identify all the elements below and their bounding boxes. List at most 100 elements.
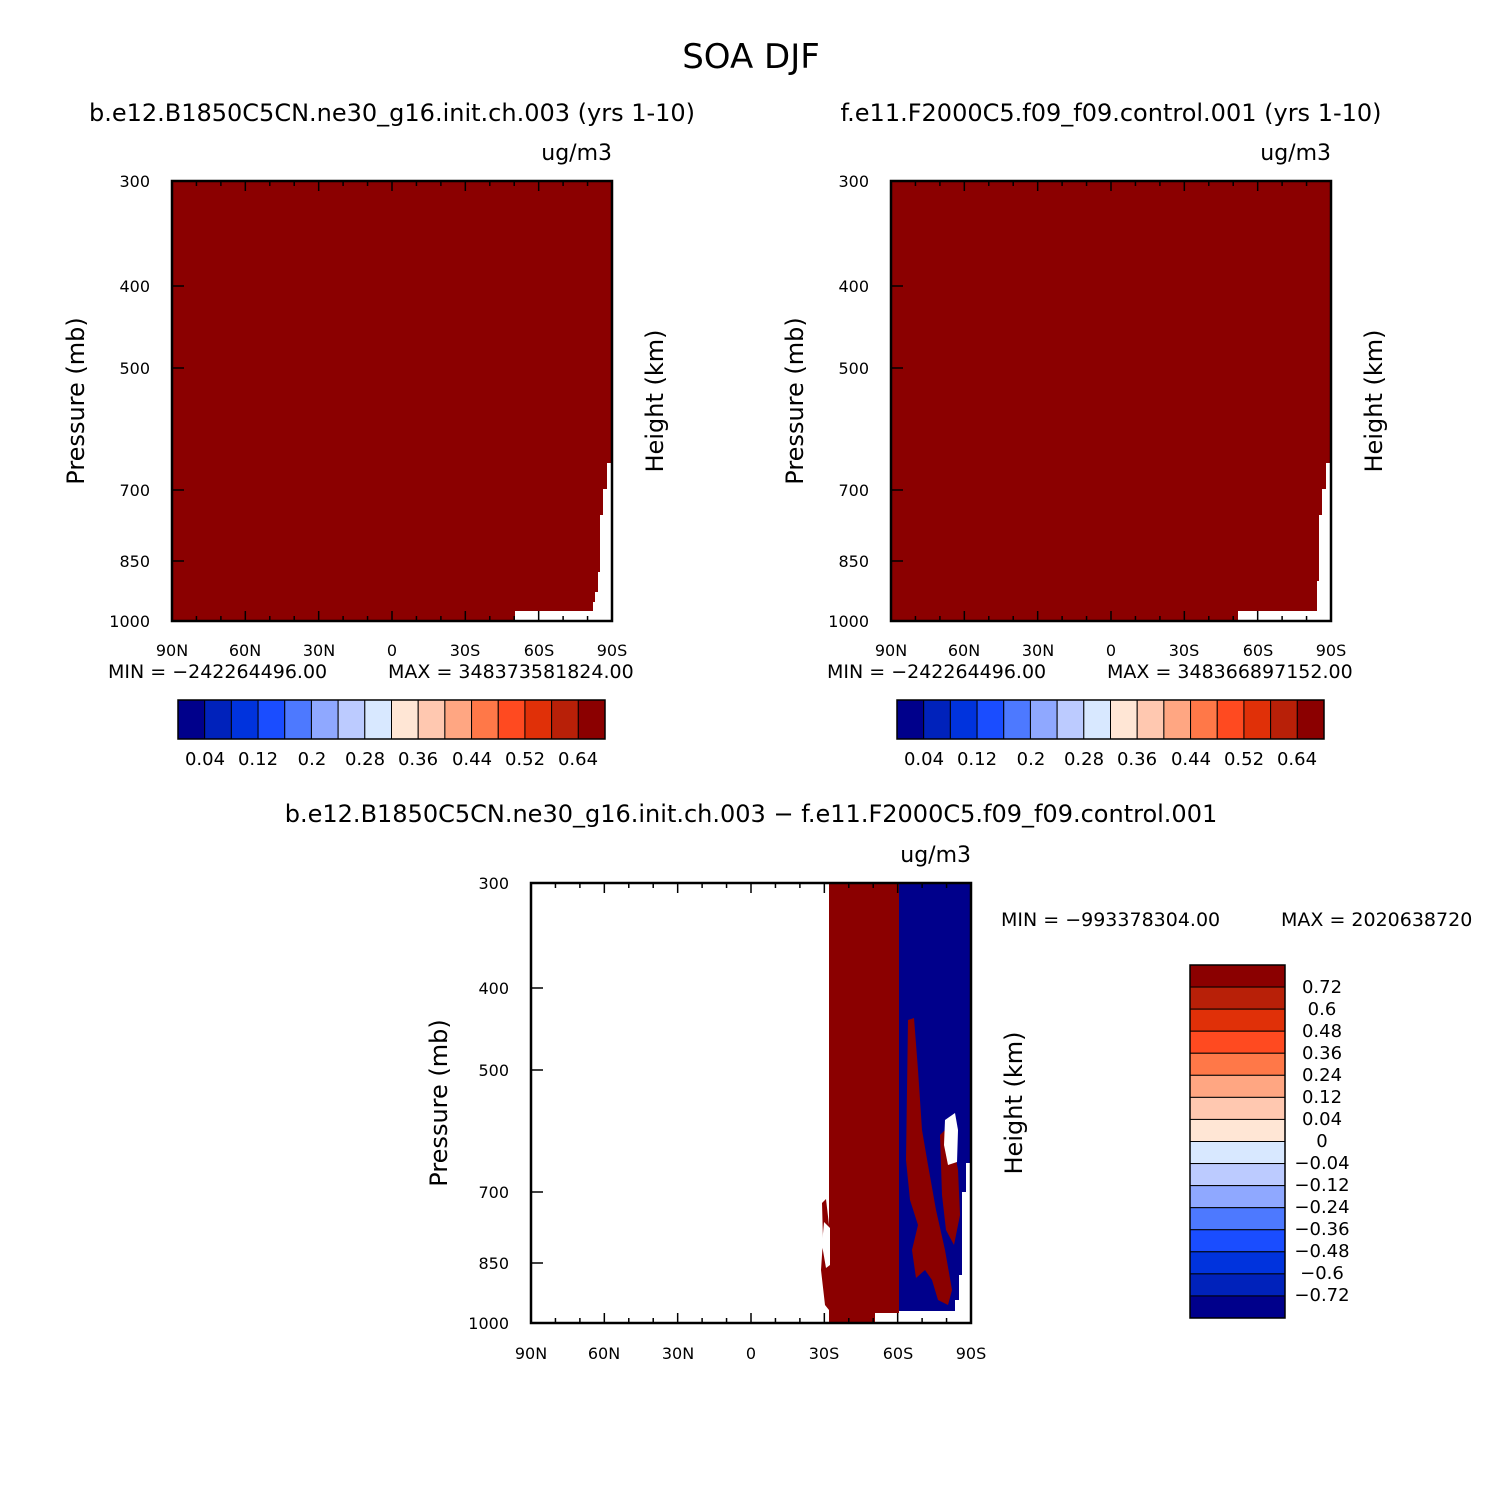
- x-tick-label: 60S: [883, 1344, 914, 1363]
- colorbar-swatch: [417, 699, 446, 740]
- panel-1-field: [172, 181, 612, 621]
- colorbar-label: 0.52: [505, 749, 545, 770]
- y-tick-label: 1000: [468, 1314, 509, 1333]
- colorbar-swatch: [1216, 699, 1245, 740]
- colorbar-swatch: [1189, 1074, 1286, 1098]
- panel-1-y-axis-label: Pressure (mb): [62, 317, 90, 484]
- panel-3-min-stat: MIN = −993378304.00: [1001, 909, 1220, 931]
- panel-2-units: ug/m3: [1260, 141, 1331, 166]
- colorbar-label: 0.12: [957, 749, 997, 770]
- figure-title: SOA DJF: [682, 37, 820, 77]
- colorbar-label: −0.12: [1294, 1175, 1349, 1196]
- colorbar-swatch: [1189, 986, 1286, 1010]
- panel-3-max-stat: MAX = 2020638720: [1281, 909, 1472, 931]
- panel-3-positive-band: [829, 883, 899, 1323]
- colorbar-label: 0.24: [1302, 1065, 1342, 1086]
- colorbar-label: −0.48: [1294, 1241, 1349, 1262]
- x-tick-label: 90S: [1316, 641, 1347, 660]
- colorbar-swatch: [1243, 699, 1272, 740]
- colorbar-swatch: [1189, 1163, 1286, 1187]
- y-tick-label: 300: [119, 172, 150, 191]
- y-tick-label: 1000: [109, 612, 150, 631]
- y-tick-label: 850: [119, 552, 150, 571]
- colorbar-label: 0.36: [1117, 749, 1157, 770]
- colorbar-label: 0.04: [904, 749, 944, 770]
- panel-3-white-blob: [944, 1113, 958, 1165]
- colorbar-label: 0.36: [1302, 1043, 1342, 1064]
- colorbar-swatch: [1136, 699, 1165, 740]
- colorbar-swatch: [976, 699, 1005, 740]
- panel-2: f.e11.F2000C5.f09_f09.control.001 (yrs 1…: [781, 99, 1388, 770]
- colorbar-swatch: [1163, 699, 1192, 740]
- panel-3-plot-area: [529, 881, 973, 1325]
- colorbar-label: −0.04: [1294, 1153, 1349, 1174]
- colorbar-label: 0.6: [1308, 999, 1337, 1020]
- colorbar-label: −0.24: [1294, 1197, 1349, 1218]
- y-tick-label: 400: [478, 979, 509, 998]
- panel-1-missing-region: [515, 463, 612, 621]
- colorbar-swatch: [444, 699, 473, 740]
- colorbar-swatch: [257, 699, 286, 740]
- colorbar-swatch: [471, 699, 499, 740]
- x-tick-label: 60S: [1243, 641, 1274, 660]
- panel-3-colorbar-frame: [1189, 964, 1286, 1319]
- x-tick-label: 90N: [515, 1344, 547, 1363]
- panel-3: b.e12.B1850C5CN.ne30_g16.init.ch.003 − f…: [285, 800, 1473, 1363]
- panel-3-colorbar-swatches: [1189, 964, 1286, 1319]
- y-tick-label: 700: [838, 481, 869, 500]
- panel-3-y-axis-label: Pressure (mb): [425, 1019, 453, 1186]
- panel-3-units: ug/m3: [900, 843, 971, 868]
- x-tick-label: 30N: [662, 1344, 694, 1363]
- panel-3-y-ticks: 300 400 500 700 850 1000: [468, 874, 543, 1333]
- panel-3-white-blob: [822, 1222, 830, 1268]
- panel-3-missing-patch: [875, 1313, 899, 1323]
- colorbar-swatch: [1189, 1273, 1286, 1297]
- colorbar-label: 0.12: [1302, 1087, 1342, 1108]
- panel-2-colorbar: 0.04 0.12 0.2 0.28 0.36 0.44 0.52 0.64: [896, 699, 1325, 770]
- colorbar-swatch: [524, 699, 553, 740]
- x-tick-label: 60N: [229, 641, 261, 660]
- y-tick-label: 850: [838, 552, 869, 571]
- x-tick-label: 90S: [956, 1344, 987, 1363]
- y-tick-label: 1000: [828, 612, 869, 631]
- colorbar-swatch: [1189, 1295, 1286, 1319]
- colorbar-swatch: [1189, 1052, 1286, 1076]
- panel-2-y-ticks: 300 400 500 700 850 1000: [828, 172, 903, 631]
- colorbar-label: 0: [1316, 1131, 1327, 1152]
- colorbar-swatch: [284, 699, 312, 740]
- colorbar-label: 0.28: [345, 749, 385, 770]
- colorbar-swatch: [337, 699, 366, 740]
- panel-3-colorbar: 0.72 0.6 0.48 0.36 0.24 0.12 0.04 0 −0.0…: [1189, 964, 1350, 1319]
- y-tick-label: 700: [478, 1183, 509, 1202]
- colorbar-label: 0.28: [1064, 749, 1104, 770]
- x-tick-label: 90N: [156, 641, 188, 660]
- colorbar-label: −0.6: [1300, 1263, 1344, 1284]
- panel-1-units: ug/m3: [541, 141, 612, 166]
- x-tick-label: 30S: [450, 641, 481, 660]
- colorbar-swatch: [1189, 1118, 1286, 1142]
- colorbar-label: 0.44: [452, 749, 492, 770]
- colorbar-label: 0.12: [238, 749, 278, 770]
- colorbar-swatch: [923, 699, 951, 740]
- panel-1-y-ticks: 300 400 500 700 850 1000: [109, 172, 184, 631]
- colorbar-label: 0.64: [1277, 749, 1317, 770]
- colorbar-swatch: [1296, 699, 1325, 740]
- x-tick-label: 0: [1106, 641, 1116, 660]
- colorbar-label: 0.36: [398, 749, 438, 770]
- panel-1-x-ticks: 90N 60N 30N 0 30S 60S 90S: [156, 181, 627, 660]
- colorbar-swatch: [1189, 964, 1286, 988]
- y-tick-label: 500: [119, 359, 150, 378]
- x-tick-label: 60S: [524, 641, 555, 660]
- colorbar-swatch: [1189, 1207, 1286, 1231]
- panel-1-colorbar-frame: [177, 699, 606, 740]
- colorbar-swatch: [949, 699, 978, 740]
- colorbar-swatch: [577, 699, 606, 740]
- panel-1-right-axis-label: Height (km): [641, 330, 669, 473]
- colorbar-swatch: [1056, 699, 1085, 740]
- x-tick-label: 30N: [303, 641, 335, 660]
- panel-2-min-stat: MIN = −242264496.00: [827, 661, 1046, 683]
- panel-2-max-stat: MAX = 348366897152.00: [1107, 661, 1353, 683]
- y-tick-label: 700: [119, 481, 150, 500]
- y-tick-label: 500: [478, 1061, 509, 1080]
- x-tick-label: 60N: [948, 641, 980, 660]
